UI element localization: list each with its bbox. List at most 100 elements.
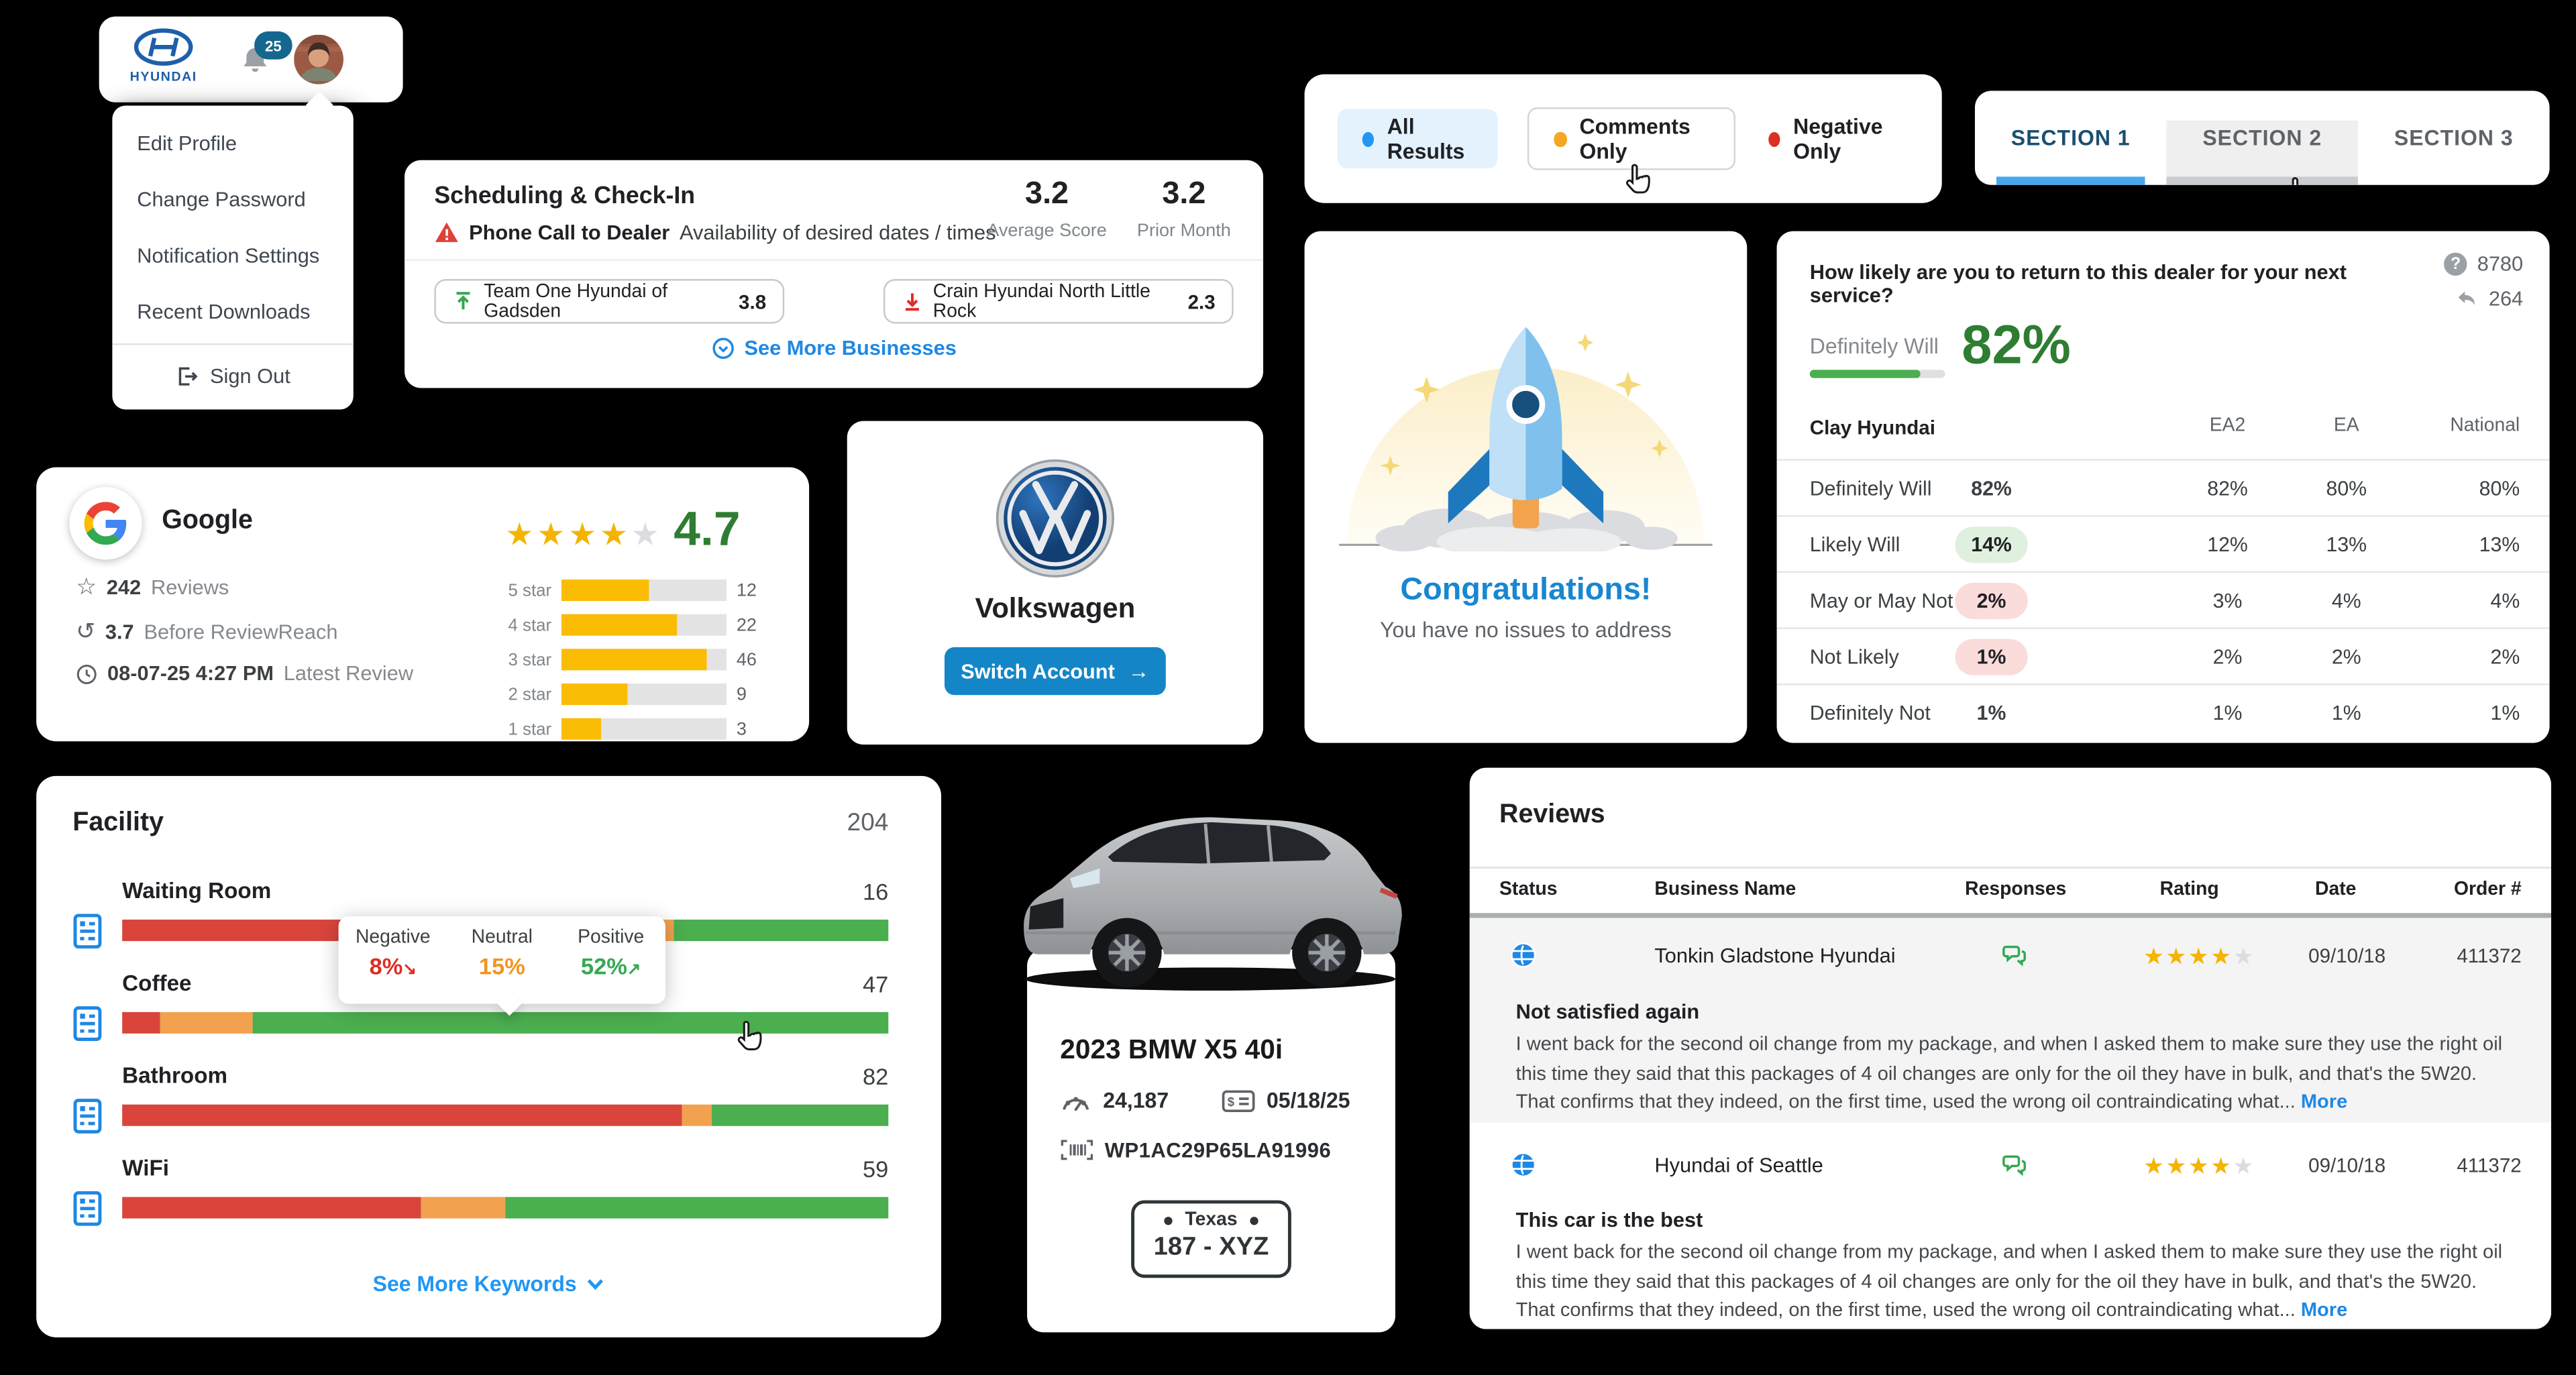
- keyword-label: Coffee: [122, 971, 192, 996]
- keyword-list-icon: [73, 1099, 102, 1134]
- more-link[interactable]: More: [2300, 1298, 2348, 1322]
- ea2-value: 12%: [2207, 532, 2248, 556]
- sentiment-bar[interactable]: [122, 1011, 889, 1034]
- keyword-label: Bathroom: [122, 1063, 228, 1089]
- keyword-count: 59: [862, 1156, 889, 1182]
- see-more-businesses-link[interactable]: See More Businesses: [405, 337, 1263, 360]
- facility-card: Facility 204 Waiting Room 16 Coffee 47 B…: [36, 775, 942, 1337]
- see-more-keywords-link[interactable]: See More Keywords: [36, 1271, 941, 1296]
- arrow-right-icon: →: [1128, 659, 1150, 684]
- business-chip-up[interactable]: Team One Hyundai of Gadsden 3.8: [434, 278, 785, 324]
- hist-fill: [561, 718, 601, 740]
- hist-fill: [561, 683, 628, 706]
- hist-fill: [561, 614, 678, 636]
- sentiment-bar[interactable]: [122, 1197, 889, 1219]
- col-date: Date: [2315, 879, 2357, 900]
- reviews-card: Reviews Status Business Name Responses R…: [1469, 767, 2552, 1329]
- business-chip-down[interactable]: Crain Hyundai North Little Rock 2.3: [883, 278, 1234, 324]
- business-name: Tonkin Gladstone Hyundai: [1654, 944, 1896, 968]
- hist-track: [561, 718, 727, 740]
- star-filled-icon: ★: [2188, 942, 2211, 969]
- tooltip-neutral-value: 15%: [478, 952, 525, 979]
- national-value: 80%: [2479, 476, 2520, 500]
- survey-row: Likely Will 14% 12% 13% 13%: [1776, 514, 2550, 571]
- menu-item-notification-settings[interactable]: Notification Settings: [137, 244, 320, 268]
- odometer-icon: [1063, 1097, 1089, 1111]
- tab-section-2[interactable]: SECTION 2: [2166, 91, 2359, 185]
- menu-item-recent-downloads[interactable]: Recent Downloads: [137, 300, 311, 324]
- filter-negative-only[interactable]: Negative Only: [1765, 109, 1909, 168]
- hyundai-logo[interactable]: HYUNDAI: [119, 25, 208, 93]
- star-empty-icon: ★: [631, 518, 663, 553]
- hist-label: 5 star: [508, 580, 552, 600]
- sign-out-button[interactable]: Sign Out: [112, 345, 353, 408]
- menu-item-change-password[interactable]: Change Password: [137, 188, 306, 212]
- vin-barcode-icon: [1061, 1140, 1093, 1160]
- row-label: Likely Will: [1809, 532, 1900, 556]
- prior-month-label: Prior Month: [1136, 221, 1231, 241]
- rocket-illustration: [1339, 327, 1713, 552]
- average-score-label: Average Score: [987, 221, 1107, 241]
- star-filled-icon: ★: [2188, 1152, 2211, 1179]
- prior-month-score: 3.2: [1162, 176, 1206, 212]
- switch-account-button[interactable]: Switch Account →: [944, 647, 1166, 696]
- dealer-value: 1%: [1955, 638, 2028, 675]
- row-label: May or May Not: [1809, 588, 1953, 612]
- order-number: 411372: [2457, 1154, 2522, 1178]
- row-label: Definitely Will: [1809, 476, 1932, 500]
- cursor-pointer-icon: [2292, 177, 2299, 185]
- congratulations-card: Congratulations! You have no issues to a…: [1304, 231, 1748, 743]
- filter-all-results[interactable]: All Results: [1337, 109, 1499, 169]
- top-bar: HYUNDAI 25: [99, 16, 403, 103]
- sentiment-bar[interactable]: [122, 1104, 889, 1126]
- survey-card: How likely are you to return to this dea…: [1776, 231, 2550, 743]
- survey-table: Definitely Will 82% 82% 80% 80% Likely W…: [1776, 459, 2550, 740]
- national-value: 1%: [2490, 700, 2520, 724]
- ea-value: 13%: [2326, 532, 2367, 556]
- hist-label: 3 star: [508, 649, 552, 670]
- plate-state: Texas: [1185, 1210, 1238, 1230]
- google-title: Google: [162, 506, 253, 535]
- dealer-value: 2%: [1955, 582, 2028, 618]
- col-order: Order #: [2453, 879, 2522, 900]
- tab-section-1[interactable]: SECTION 1: [1975, 91, 2167, 185]
- sign-out-icon: [175, 365, 199, 388]
- survey-row: Definitely Not 1% 1% 1% 1%: [1776, 683, 2550, 740]
- business-name: Crain Hyundai North Little Rock: [932, 281, 1150, 321]
- star-filled-icon: ★: [537, 518, 568, 553]
- tab-section-3[interactable]: SECTION 3: [2358, 91, 2550, 184]
- review-title: Not satisfied again: [1515, 1000, 1700, 1024]
- vehicle-title: 2023 BMW X5 40i: [1060, 1035, 1283, 1065]
- menu-item-edit-profile[interactable]: Edit Profile: [137, 131, 237, 156]
- notification-bell-icon[interactable]: 25: [237, 31, 292, 87]
- filter-negative-only-label: Negative Only: [1793, 113, 1883, 164]
- neutral-segment: [421, 1197, 506, 1219]
- col-dealer: Clay Hyundai: [1809, 416, 1935, 439]
- more-link[interactable]: More: [2300, 1090, 2348, 1113]
- facility-title: Facility: [72, 809, 164, 837]
- sign-out-label: Sign Out: [210, 364, 290, 388]
- filter-comments-only[interactable]: Comments Only: [1527, 107, 1735, 170]
- review-row[interactable]: Tonkin Gladstone Hyundai ★★★★★ 09/10/18 …: [1469, 918, 2552, 1123]
- avatar[interactable]: [294, 34, 343, 93]
- survey-row: May or May Not 2% 3% 4% 4%: [1776, 571, 2550, 628]
- average-score: 3.2: [1025, 176, 1069, 212]
- scheduling-title: Scheduling & Check-In: [434, 183, 696, 210]
- orange-dot-icon: [1554, 131, 1566, 146]
- cursor-pointer-icon: [737, 1021, 762, 1050]
- date-value: 05/18/25: [1266, 1088, 1350, 1113]
- google-rating: 4.7: [674, 503, 741, 557]
- scheduling-card: Scheduling & Check-In Phone Call to Deal…: [405, 160, 1264, 388]
- negative-segment: [122, 1011, 161, 1034]
- ea2-value: 1%: [2212, 700, 2243, 724]
- keyword-list-icon: [73, 914, 102, 949]
- ea-value: 1%: [2331, 700, 2361, 724]
- hist-fill: [561, 579, 649, 601]
- trend-up-icon: [452, 290, 474, 312]
- filter-all-results-label: All Results: [1387, 113, 1465, 164]
- review-row[interactable]: Hyundai of Seattle ★★★★★ 09/10/18 411372…: [1469, 1122, 2552, 1329]
- ea-value: 4%: [2331, 588, 2361, 612]
- tab-section-3-label: SECTION 3: [2394, 125, 2514, 150]
- positive-segment: [712, 1104, 889, 1126]
